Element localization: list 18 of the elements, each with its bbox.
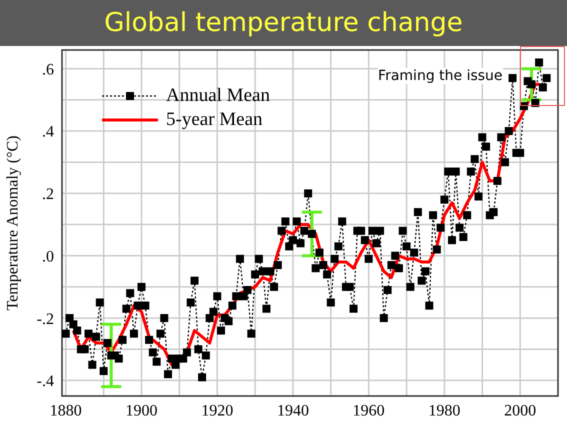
x-tick-label: 1980 <box>428 402 460 420</box>
y-tick-label: -.4 <box>36 373 54 390</box>
y-tick-label: .6 <box>42 61 54 78</box>
x-tick-label: 1960 <box>352 402 385 420</box>
x-tick-label: 2000 <box>504 402 536 420</box>
x-tick-label: 1920 <box>201 402 234 420</box>
legend-label: 5-year Mean <box>166 108 263 132</box>
y-tick-label: .2 <box>42 186 54 204</box>
y-tick-label: -.2 <box>36 310 54 328</box>
y-axis-title: Temperature Anomaly (°C) <box>4 136 22 310</box>
x-tick-label: 1940 <box>276 402 309 420</box>
x-tick-label: 1900 <box>126 402 158 420</box>
x-tick-label: 1880 <box>50 402 82 420</box>
annotation: Framing the issue <box>378 68 503 84</box>
y-tick-label: .4 <box>42 124 54 141</box>
legend-label: Annual Mean <box>166 84 270 108</box>
y-tick-label: .0 <box>42 248 54 266</box>
chart-title: Global temperature change <box>104 8 463 38</box>
